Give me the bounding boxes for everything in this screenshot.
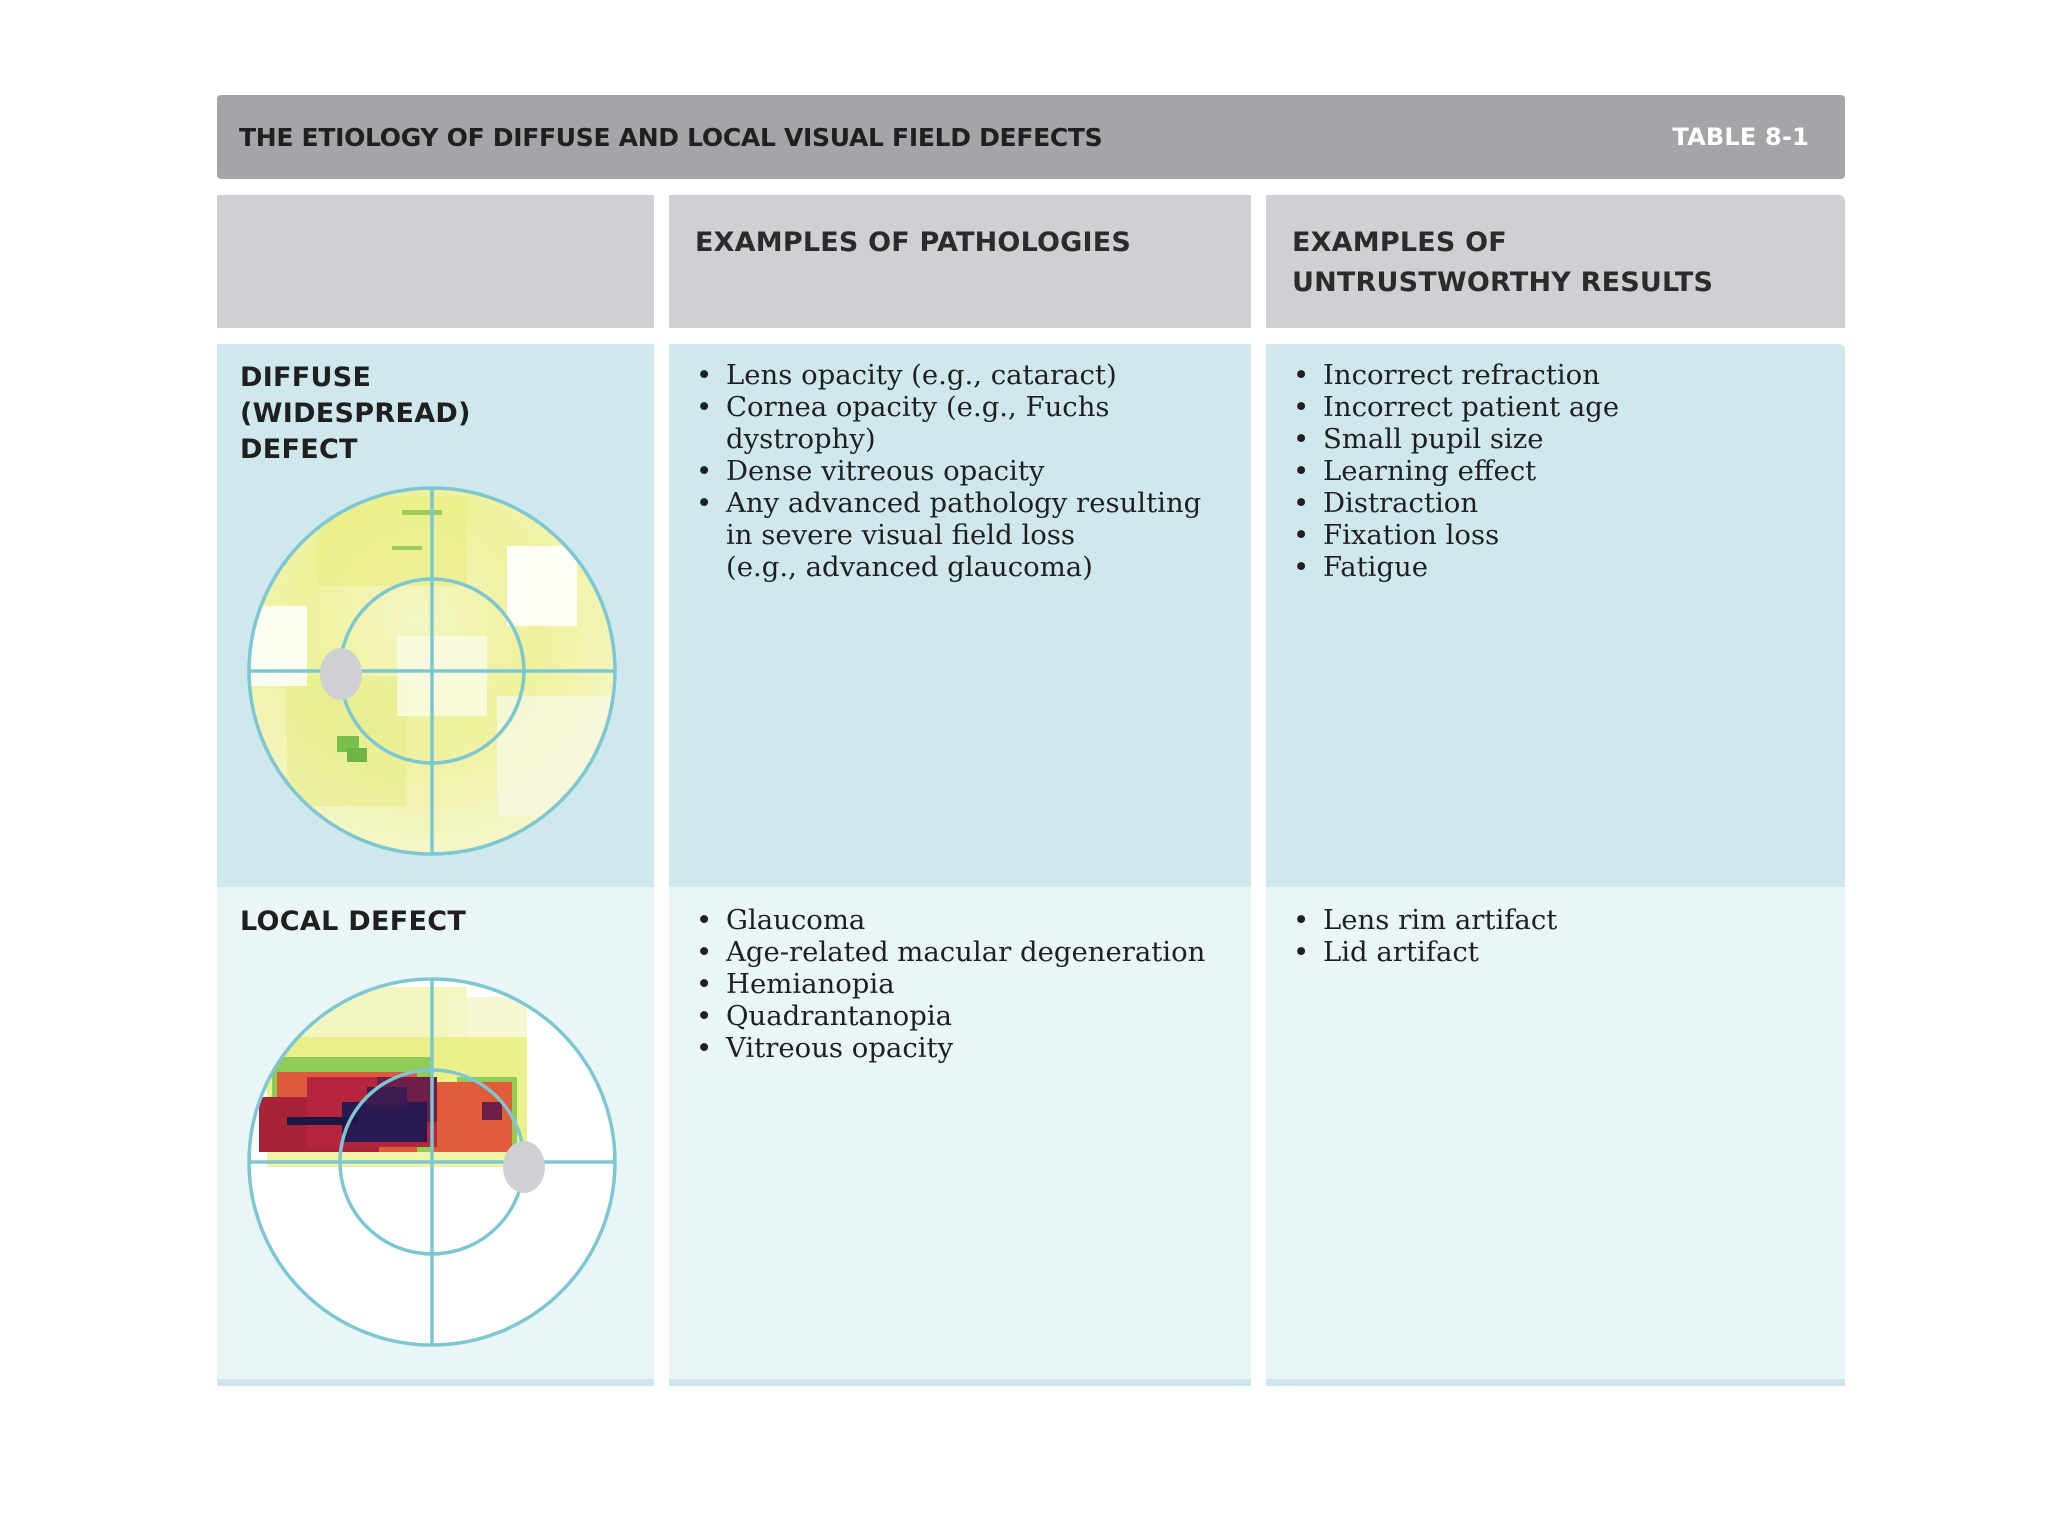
list-item: Learning effect xyxy=(1293,455,1619,487)
list-item: Lens opacity (e.g., cataract) xyxy=(696,359,1251,391)
table-title: THE ETIOLOGY OF DIFFUSE AND LOCAL VISUAL… xyxy=(239,122,1103,152)
local-pathologies-cell: Glaucoma Age-related macular degeneratio… xyxy=(669,887,1251,1386)
diffuse-pathologies-cell: Lens opacity (e.g., cataract) Cornea opa… xyxy=(669,344,1251,887)
list-item: Quadrantanopia xyxy=(696,1000,1205,1032)
diffuse-label-cell: DIFFUSE (WIDESPREAD) DEFECT xyxy=(217,344,654,887)
local-blind-spot xyxy=(503,1141,545,1193)
list-item: Incorrect refraction xyxy=(1293,359,1619,391)
header-pathologies: EXAMPLES OF PATHOLOGIES xyxy=(695,227,1132,258)
list-item: Lid artifact xyxy=(1293,936,1557,968)
local-untrustworthy-list: Lens rim artifact Lid artifact xyxy=(1293,904,1557,968)
local-untrustworthy-cell: Lens rim artifact Lid artifact xyxy=(1266,887,1845,1386)
diffuse-visual-field-image xyxy=(247,486,617,856)
header-untrustworthy: EXAMPLES OF UNTRUSTWORTHY RESULTS xyxy=(1292,227,1714,298)
list-item: Hemianopia xyxy=(696,968,1205,1000)
local-pathologies-list: Glaucoma Age-related macular degeneratio… xyxy=(696,904,1205,1064)
list-item: Small pupil size xyxy=(1293,423,1619,455)
list-item: Lens rim artifact xyxy=(1293,904,1557,936)
local-label-cell: LOCAL DEFECT xyxy=(217,887,654,1386)
diffuse-pathologies-list: Lens opacity (e.g., cataract) Cornea opa… xyxy=(696,359,1251,583)
list-item: Incorrect patient age xyxy=(1293,391,1619,423)
header-cell-untrustworthy: EXAMPLES OF UNTRUSTWORTHY RESULTS xyxy=(1266,195,1845,328)
list-item: Age-related macular degeneration xyxy=(696,936,1205,968)
diffuse-defect-label: DIFFUSE (WIDESPREAD) DEFECT xyxy=(240,362,471,465)
list-item: Fixation loss xyxy=(1293,519,1619,551)
table-title-bar: THE ETIOLOGY OF DIFFUSE AND LOCAL VISUAL… xyxy=(217,95,1845,179)
table-number: TABLE 8-1 xyxy=(1672,123,1809,151)
header-cell-pathologies: EXAMPLES OF PATHOLOGIES xyxy=(669,195,1251,328)
list-item: Cornea opacity (e.g., Fuchs dystrophy) xyxy=(696,391,1251,455)
header-cell-empty xyxy=(217,195,654,328)
diffuse-untrustworthy-cell: Incorrect refraction Incorrect patient a… xyxy=(1266,344,1845,887)
list-item: Any advanced pathology resulting in seve… xyxy=(696,487,1251,583)
local-visual-field-image xyxy=(247,977,617,1347)
list-item: Distraction xyxy=(1293,487,1619,519)
list-item: Glaucoma xyxy=(696,904,1205,936)
diffuse-untrustworthy-list: Incorrect refraction Incorrect patient a… xyxy=(1293,359,1619,583)
diffuse-blind-spot xyxy=(320,648,362,700)
list-item: Fatigue xyxy=(1293,551,1619,583)
local-defect-label: LOCAL DEFECT xyxy=(240,906,467,937)
list-item: Vitreous opacity xyxy=(696,1032,1205,1064)
list-item: Dense vitreous opacity xyxy=(696,455,1251,487)
